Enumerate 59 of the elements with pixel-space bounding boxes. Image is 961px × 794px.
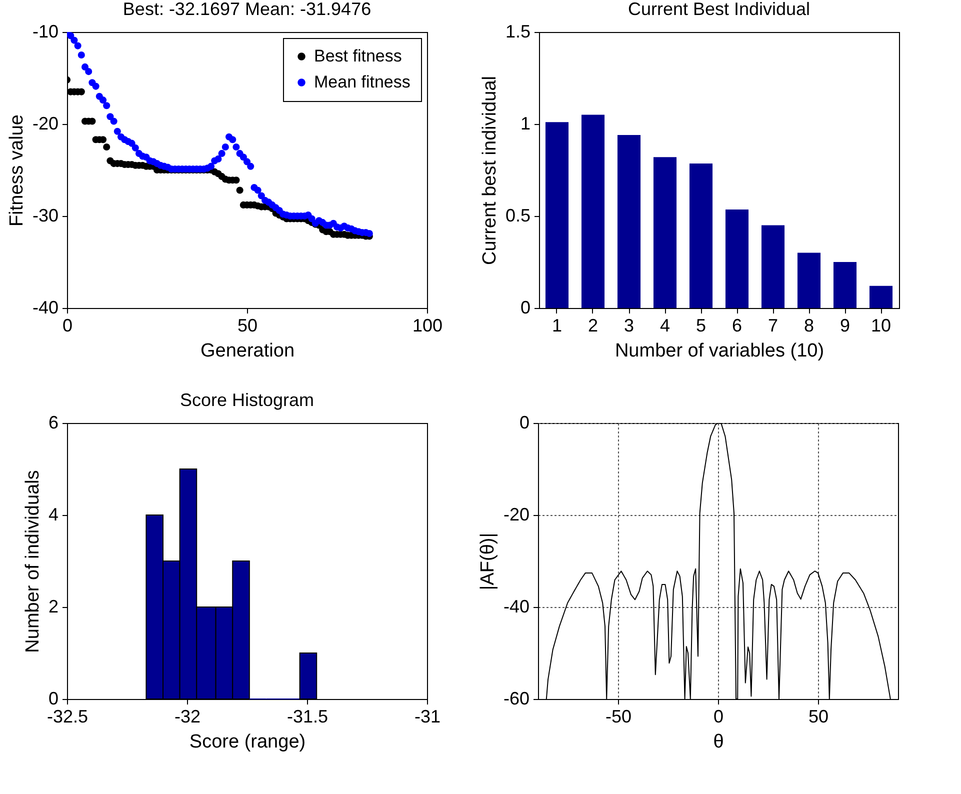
bar xyxy=(869,286,893,308)
chart-title: Best: -32.1697 Mean: -31.9476 xyxy=(122,0,372,19)
x-axis-title: Number of variables (10) xyxy=(614,340,824,362)
y-axis-title: Fitness value xyxy=(6,114,28,226)
x-tick-label: 6 xyxy=(732,316,742,336)
x-axis-title: θ xyxy=(713,732,724,752)
x-tick-label: 10 xyxy=(870,316,892,336)
bar xyxy=(725,210,749,308)
bar xyxy=(761,225,785,308)
x-tick-label: -50 xyxy=(605,706,632,726)
x-tick-label: 4 xyxy=(660,316,670,336)
x-tick-label: -31.5 xyxy=(286,706,328,726)
y-tick-label: 0.5 xyxy=(505,206,530,226)
x-tick-label: 2 xyxy=(588,316,598,336)
bar xyxy=(689,164,713,308)
chart-title: Score Histogram xyxy=(180,390,314,410)
bar xyxy=(617,135,641,308)
y-axis-title: Number of individuals xyxy=(22,470,44,653)
x-axis-title: Score (range) xyxy=(189,732,306,752)
x-tick-label: -31 xyxy=(414,706,441,726)
x-axis-title: Generation xyxy=(200,340,295,362)
y-tick-label: 1.5 xyxy=(505,22,530,42)
y-tick-label: 0 xyxy=(48,688,58,708)
chart-title: Current Best Individual xyxy=(628,0,810,19)
x-tick-label: 1 xyxy=(552,316,562,336)
x-tick-label: -32.5 xyxy=(46,706,88,726)
y-axis-title: |AF(θ)| xyxy=(477,532,498,590)
x-tick-label: 9 xyxy=(840,316,850,336)
x-tick-label: 100 xyxy=(412,316,443,336)
y-tick-label: 0 xyxy=(520,298,530,318)
legend-label: Mean fitness xyxy=(314,72,410,92)
y-axis-title: Current best individual xyxy=(479,76,500,266)
x-tick-label: 5 xyxy=(696,316,706,336)
y-tick-label: 1 xyxy=(520,114,530,134)
y-tick-label: -20 xyxy=(32,114,58,134)
y-tick-label: -30 xyxy=(32,206,58,226)
legend-label: Best fitness xyxy=(314,46,402,66)
y-tick-label: -20 xyxy=(503,504,530,524)
x-tick-label: 50 xyxy=(808,706,829,726)
x-tick-label: 8 xyxy=(804,316,814,336)
y-tick-label: 4 xyxy=(48,504,58,524)
bar xyxy=(545,122,569,308)
y-tick-label: -40 xyxy=(503,596,530,616)
x-tick-label: 3 xyxy=(624,316,634,336)
x-tick-label: 0 xyxy=(713,706,724,726)
y-tick-label: -10 xyxy=(32,22,58,42)
y-tick-label: -40 xyxy=(32,298,58,318)
bar xyxy=(581,114,605,308)
bar xyxy=(653,157,677,308)
x-tick-label: 0 xyxy=(62,316,73,336)
bar xyxy=(833,262,857,308)
y-tick-label: 2 xyxy=(48,596,58,616)
x-tick-label: 50 xyxy=(237,316,258,336)
y-tick-label: 0 xyxy=(519,412,530,432)
bar xyxy=(797,252,821,308)
x-tick-label: 7 xyxy=(768,316,778,336)
y-tick-label: 6 xyxy=(48,412,58,432)
x-tick-label: -32 xyxy=(174,706,201,726)
y-tick-label: -60 xyxy=(503,688,530,708)
